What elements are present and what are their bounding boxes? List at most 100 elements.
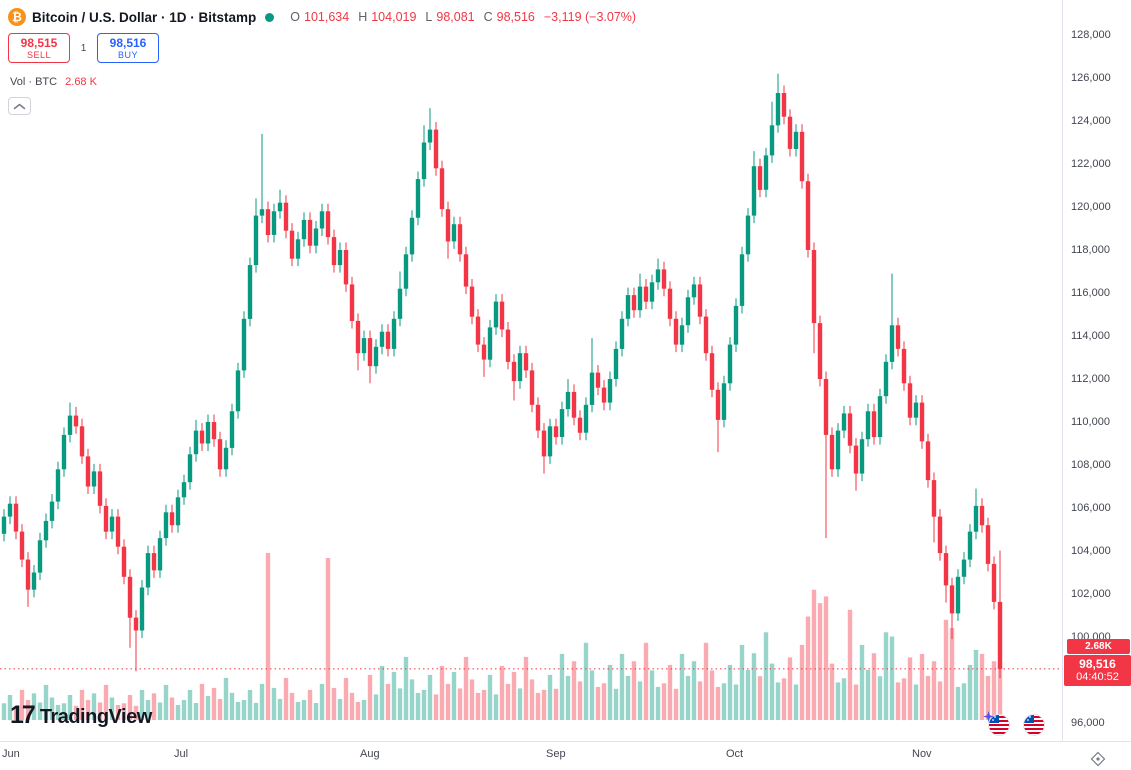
candle-body [49, 501, 55, 521]
volume-bar [313, 703, 319, 720]
candle-body [97, 471, 103, 506]
symbol-title[interactable]: Bitcoin / U.S. Dollar · 1D · Bitstamp [32, 9, 257, 25]
volume-bar [793, 684, 799, 720]
candle-body [13, 503, 19, 532]
candle-body [571, 391, 577, 418]
candle-body [373, 346, 379, 367]
volume-bar [433, 694, 439, 720]
candle-body [193, 430, 199, 455]
collapse-legend-button[interactable] [8, 97, 31, 115]
candle-body [817, 323, 823, 379]
candle-body [205, 422, 211, 444]
bitcoin-icon: ₿ [8, 8, 26, 26]
volume-bar [79, 689, 85, 720]
volume-bar [925, 675, 931, 720]
volume-bar [151, 693, 157, 720]
volume-bar [61, 703, 67, 720]
volume-bar [397, 688, 403, 720]
candle-body [883, 361, 889, 397]
candle-body [619, 318, 625, 349]
candle-body [259, 209, 265, 216]
price-chart[interactable] [0, 0, 1062, 741]
candle-body [157, 538, 163, 571]
volume-bar [463, 656, 469, 720]
volume-bar [733, 684, 739, 720]
candle-body [343, 250, 349, 285]
buy-button[interactable]: 98,516 BUY [97, 33, 159, 63]
volume-bar [301, 700, 307, 720]
price-axis[interactable]: 2.68K 98,516 04:40:52 128,000 126,000 124,… [1062, 0, 1131, 741]
sell-button[interactable]: 98,515 SELL [8, 33, 70, 63]
candle-body [475, 316, 481, 345]
ohlc-open-value: 101,634 [304, 10, 350, 24]
ohlc-close-value: 98,516 [496, 10, 535, 24]
candle-body [919, 402, 925, 442]
candle-body [559, 409, 565, 437]
us-flag-icon[interactable] [983, 711, 1010, 736]
candle-body [775, 93, 781, 126]
volume-bar [337, 699, 343, 720]
candle-body [625, 295, 631, 319]
us-flag-icon-2[interactable] [1023, 714, 1045, 736]
candle-body [595, 372, 601, 388]
volume-bar [637, 681, 643, 720]
volume-legend-label: Vol · BTC [10, 76, 58, 88]
candle-body [469, 286, 475, 317]
volume-bar [973, 649, 979, 720]
candle-body [781, 93, 787, 117]
candle-body [565, 391, 571, 410]
time-axis-label: Nov [912, 748, 932, 760]
volume-bar [193, 703, 199, 720]
volume-bar [241, 700, 247, 720]
candle-body [637, 286, 643, 311]
candle-body [787, 116, 793, 149]
volume-bar [157, 702, 163, 720]
volume-bar [247, 689, 253, 720]
tradingview-logo[interactable]: 17 TradingView [10, 701, 152, 730]
volume-bar [835, 682, 841, 720]
volume-bar [265, 553, 271, 720]
candle-body [877, 396, 883, 438]
candle-body [553, 426, 559, 438]
volume-bar [169, 697, 175, 720]
candle-body [949, 585, 955, 614]
candle-body [943, 553, 949, 586]
volume-bar [829, 663, 835, 720]
candle-body [517, 353, 523, 382]
candle-body [361, 338, 367, 354]
candle-body [679, 325, 685, 345]
bar-countdown: 04:40:52 [1076, 671, 1119, 683]
candle-body [55, 469, 61, 502]
volume-bar [217, 699, 223, 720]
trade-buttons: 98,515 SELL 1 98,516 BUY [8, 33, 159, 63]
price-axis-label: 122,000 [1071, 158, 1111, 170]
time-axis[interactable]: Jun Jul Aug Sep Oct Nov [0, 741, 1131, 770]
volume-bar [325, 558, 331, 720]
volume-bar [853, 684, 859, 720]
goto-date-icon[interactable] [1090, 751, 1106, 767]
candle-body [115, 516, 121, 547]
candle-body [535, 404, 541, 431]
volume-bar [841, 678, 847, 721]
candle-body [91, 471, 97, 487]
volume-bar [883, 632, 889, 720]
candle-body [301, 219, 307, 240]
sell-price: 98,515 [20, 35, 58, 50]
volume-bar [361, 700, 367, 720]
candle-body [85, 456, 91, 487]
volume-bar [127, 695, 133, 721]
volume-bar [967, 664, 973, 720]
volume-bar [691, 661, 697, 720]
candle-body [661, 269, 667, 289]
volume-bar [559, 653, 565, 720]
volume-bar [595, 686, 601, 720]
candle-body [391, 318, 397, 349]
volume-bar [787, 657, 793, 720]
volume-bar [847, 609, 853, 720]
volume-bar [877, 676, 883, 720]
volume-bar [97, 702, 103, 720]
candle-body [895, 325, 901, 349]
chevron-up-icon [13, 103, 26, 110]
candle-body [229, 411, 235, 448]
volume-bar [823, 596, 829, 720]
